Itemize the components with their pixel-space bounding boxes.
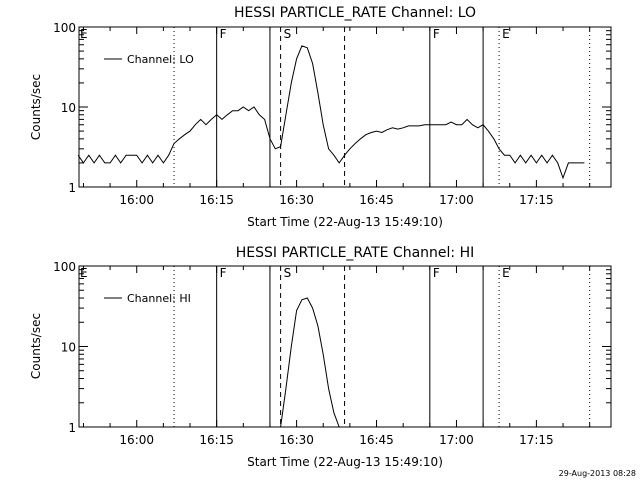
chart-title: HESSI PARTICLE_RATE Channel: LO: [234, 5, 476, 21]
y-axis-label: Counts/sec: [29, 74, 43, 140]
x-tick-label: 16:30: [279, 193, 314, 207]
x-tick-label: 17:00: [439, 433, 474, 447]
series-line-lo: [77, 45, 585, 180]
legend-entry: Channel: HI: [127, 292, 191, 305]
tick-labels: 16:00 16:15 16:30 16:45 17:00 17:15 1 10 100: [53, 260, 554, 447]
legend: Channel: LO: [104, 53, 194, 66]
x-tick-label: 17:00: [439, 193, 474, 207]
tick-labels: 16:00 16:15 16:30 16:45 17:00 17:15 1 10 100: [53, 21, 554, 207]
y-axis-label: Counts/sec: [29, 313, 43, 379]
annotation-lines: F FS EE: [80, 27, 591, 187]
x-tick-label: 16:15: [199, 433, 234, 447]
x-tick-label: 16:30: [279, 433, 314, 447]
panel-hi: HESSI PARTICLE_RATE Channel: HI F F S E E 16…: [29, 245, 612, 469]
chart-title: HESSI PARTICLE_RATE Channel: HI: [236, 245, 474, 261]
y-tick-label: 10: [61, 101, 76, 115]
x-axis-label: Start Time (22-Aug-13 15:49:10): [247, 215, 443, 229]
annotation-lines: F FS EE: [80, 266, 591, 427]
event-marker-label: F: [433, 266, 440, 280]
event-marker-label: F: [220, 27, 227, 41]
event-marker-label: S: [284, 27, 292, 41]
panel-lo: HESSI PARTICLE_RATE Channel: LO F F S E E 16…: [29, 5, 612, 229]
series-line-hi: [280, 297, 345, 428]
x-tick-label: 16:00: [119, 193, 154, 207]
event-marker-label: E: [502, 266, 510, 280]
axis-ticks: [79, 265, 611, 428]
y-tick-label: 10: [61, 341, 76, 355]
y-tick-label: 1: [68, 421, 76, 435]
legend-entry: Channel: LO: [127, 53, 194, 66]
x-tick-label: 16:45: [359, 433, 394, 447]
x-tick-label: 17:15: [519, 193, 554, 207]
footer-timestamp: 29-Aug-2013 08:28: [559, 469, 636, 478]
x-tick-label: 16:45: [359, 193, 394, 207]
event-marker-label: F: [433, 27, 440, 41]
x-tick-label: 16:00: [119, 433, 154, 447]
event-marker-label: S: [284, 266, 292, 280]
legend: Channel: HI: [104, 292, 191, 305]
y-tick-label: 100: [53, 21, 76, 35]
y-tick-label: 100: [53, 260, 76, 274]
x-tick-label: 17:15: [519, 433, 554, 447]
event-marker-label: F: [220, 266, 227, 280]
x-axis-label: Start Time (22-Aug-13 15:49:10): [247, 455, 443, 469]
event-marker-label: E: [502, 27, 510, 41]
y-tick-label: 1: [68, 181, 76, 195]
x-tick-label: 16:15: [199, 193, 234, 207]
axis-ticks: [79, 26, 611, 188]
event-marker-label: E: [80, 266, 88, 280]
event-marker-label: E: [80, 27, 88, 41]
